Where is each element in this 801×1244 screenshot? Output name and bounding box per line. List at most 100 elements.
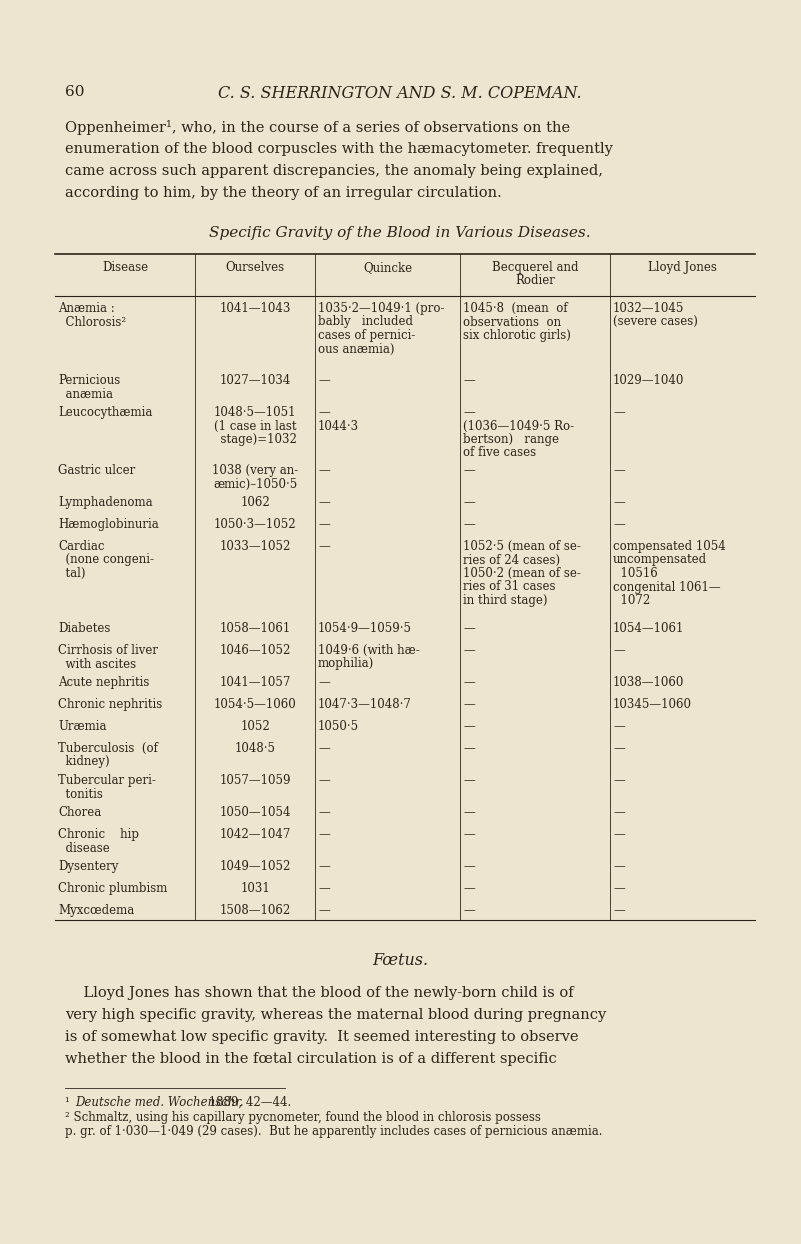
- Text: ² Schmaltz, using his capillary pycnometer, found the blood in chlorosis possess: ² Schmaltz, using his capillary pycnomet…: [65, 1111, 541, 1125]
- Text: 1041—1057: 1041—1057: [219, 675, 291, 689]
- Text: Chronic plumbism: Chronic plumbism: [58, 882, 167, 894]
- Text: Anæmia :: Anæmia :: [58, 302, 115, 315]
- Text: —: —: [318, 374, 330, 387]
- Text: 1047·3—1048·7: 1047·3—1048·7: [318, 698, 412, 712]
- Text: Pernicious: Pernicious: [58, 374, 120, 387]
- Text: 1889, 42—44.: 1889, 42—44.: [205, 1096, 292, 1108]
- Text: 60: 60: [65, 85, 84, 100]
- Text: Lymphadenoma: Lymphadenoma: [58, 496, 153, 509]
- Text: —: —: [613, 464, 625, 476]
- Text: came across such apparent discrepancies, the anomaly being explained,: came across such apparent discrepancies,…: [65, 164, 603, 178]
- Text: 1048·5: 1048·5: [235, 741, 276, 755]
- Text: C. S. SHERRINGTON AND S. M. COPEMAN.: C. S. SHERRINGTON AND S. M. COPEMAN.: [218, 85, 582, 102]
- Text: Oppenheimer¹, who, in the course of a series of observations on the: Oppenheimer¹, who, in the course of a se…: [65, 119, 570, 136]
- Text: ous anæmia): ous anæmia): [318, 342, 395, 356]
- Text: —: —: [613, 518, 625, 531]
- Text: —: —: [463, 622, 475, 634]
- Text: —: —: [463, 806, 475, 819]
- Text: —: —: [318, 806, 330, 819]
- Text: Chlorosis²: Chlorosis²: [58, 316, 126, 328]
- Text: bertson)   range: bertson) range: [463, 433, 559, 447]
- Text: ries of 24 cases): ries of 24 cases): [463, 554, 560, 566]
- Text: 10345—1060: 10345—1060: [613, 698, 692, 712]
- Text: 1042—1047: 1042—1047: [219, 829, 291, 841]
- Text: —: —: [613, 720, 625, 733]
- Text: Chronic    hip: Chronic hip: [58, 829, 139, 841]
- Text: six chlorotic girls): six chlorotic girls): [463, 328, 571, 342]
- Text: —: —: [318, 406, 330, 419]
- Text: Chorea: Chorea: [58, 806, 101, 819]
- Text: Diabetes: Diabetes: [58, 622, 111, 634]
- Text: with ascites: with ascites: [58, 658, 136, 671]
- Text: —: —: [463, 741, 475, 755]
- Text: Cardiac: Cardiac: [58, 540, 104, 554]
- Text: 1038 (very an-: 1038 (very an-: [212, 464, 298, 476]
- Text: 1054—1061: 1054—1061: [613, 622, 684, 634]
- Text: 1044·3: 1044·3: [318, 419, 359, 433]
- Text: Myxcœdema: Myxcœdema: [58, 904, 135, 917]
- Text: 1045·8  (mean  of: 1045·8 (mean of: [463, 302, 568, 315]
- Text: disease: disease: [58, 841, 110, 855]
- Text: cases of pernici-: cases of pernici-: [318, 328, 416, 342]
- Text: —: —: [613, 904, 625, 917]
- Text: ¹: ¹: [65, 1096, 74, 1108]
- Text: (1036—1049·5 Ro-: (1036—1049·5 Ro-: [463, 419, 574, 433]
- Text: —: —: [613, 882, 625, 894]
- Text: 1052·5 (mean of se-: 1052·5 (mean of se-: [463, 540, 581, 554]
- Text: kidney): kidney): [58, 755, 110, 769]
- Text: Chronic nephritis: Chronic nephritis: [58, 698, 163, 712]
- Text: —: —: [613, 860, 625, 873]
- Text: —: —: [318, 882, 330, 894]
- Text: Acute nephritis: Acute nephritis: [58, 675, 149, 689]
- Text: 1031: 1031: [240, 882, 270, 894]
- Text: ries of 31 cases: ries of 31 cases: [463, 581, 556, 593]
- Text: p. gr. of 1·030—1·049 (29 cases).  But he apparently includes cases of perniciou: p. gr. of 1·030—1·049 (29 cases). But he…: [65, 1125, 602, 1138]
- Text: very high specific gravity, whereas the maternal blood during pregnancy: very high specific gravity, whereas the …: [65, 1008, 606, 1023]
- Text: Deutsche med. Wochenschr.: Deutsche med. Wochenschr.: [75, 1096, 244, 1108]
- Text: anæmia: anæmia: [58, 387, 113, 401]
- Text: 1050·2 (mean of se-: 1050·2 (mean of se-: [463, 567, 581, 580]
- Text: Uræmia: Uræmia: [58, 720, 107, 733]
- Text: Tubercular peri-: Tubercular peri-: [58, 774, 156, 787]
- Text: in third stage): in third stage): [463, 593, 548, 607]
- Text: 1046—1052: 1046—1052: [219, 644, 291, 657]
- Text: —: —: [463, 882, 475, 894]
- Text: 1049·6 (with hæ-: 1049·6 (with hæ-: [318, 644, 420, 657]
- Text: Hæmoglobinuria: Hæmoglobinuria: [58, 518, 159, 531]
- Text: 1050·3—1052: 1050·3—1052: [214, 518, 296, 531]
- Text: according to him, by the theory of an irregular circulation.: according to him, by the theory of an ir…: [65, 187, 501, 200]
- Text: 1032—1045: 1032—1045: [613, 302, 684, 315]
- Text: 1058—1061: 1058—1061: [219, 622, 291, 634]
- Text: Tuberculosis  (of: Tuberculosis (of: [58, 741, 158, 755]
- Text: (none congeni-: (none congeni-: [58, 554, 154, 566]
- Text: 1050—1054: 1050—1054: [219, 806, 291, 819]
- Text: 1038—1060: 1038—1060: [613, 675, 684, 689]
- Text: —: —: [318, 496, 330, 509]
- Text: —: —: [318, 829, 330, 841]
- Text: stage)=1032: stage)=1032: [213, 433, 297, 447]
- Text: —: —: [613, 406, 625, 419]
- Text: —: —: [463, 406, 475, 419]
- Text: tonitis: tonitis: [58, 787, 103, 800]
- Text: tal): tal): [58, 567, 86, 580]
- Text: æmic)–1050·5: æmic)–1050·5: [213, 478, 297, 490]
- Text: congenital 1061—: congenital 1061—: [613, 581, 721, 593]
- Text: —: —: [463, 644, 475, 657]
- Text: Lloyd Jones: Lloyd Jones: [648, 261, 717, 274]
- Text: 1041—1043: 1041—1043: [219, 302, 291, 315]
- Text: —: —: [463, 860, 475, 873]
- Text: —: —: [463, 774, 475, 787]
- Text: —: —: [613, 644, 625, 657]
- Text: —: —: [318, 774, 330, 787]
- Text: 1048·5—1051: 1048·5—1051: [214, 406, 296, 419]
- Text: Cirrhosis of liver: Cirrhosis of liver: [58, 644, 158, 657]
- Text: —: —: [318, 860, 330, 873]
- Text: Ourselves: Ourselves: [225, 261, 284, 274]
- Text: —: —: [613, 741, 625, 755]
- Text: 1029—1040: 1029—1040: [613, 374, 684, 387]
- Text: 1033—1052: 1033—1052: [219, 540, 291, 554]
- Text: —: —: [463, 829, 475, 841]
- Text: is of somewhat low specific gravity.  It seemed interesting to observe: is of somewhat low specific gravity. It …: [65, 1030, 578, 1044]
- Text: (1 case in last: (1 case in last: [214, 419, 296, 433]
- Text: Dysentery: Dysentery: [58, 860, 119, 873]
